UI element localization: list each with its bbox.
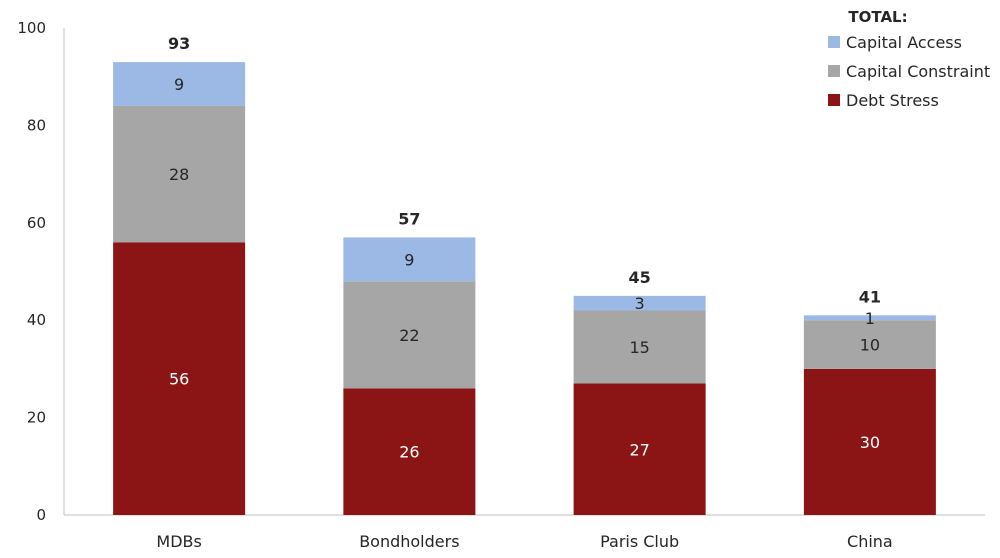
bar-segment	[803, 315, 936, 321]
bar-segment	[343, 237, 476, 282]
legend-swatch	[828, 36, 840, 48]
bar-segment	[573, 383, 706, 515]
data-label: 15	[629, 338, 649, 357]
axes: 0 20 40 60 80 100 MDBs Bondholders Paris Club Chi…	[17, 19, 985, 551]
data-label: 28	[169, 165, 189, 184]
bars: 56 28 9 93 26 22 9 57 27 15 3 45 30 10 1 41	[113, 34, 936, 515]
x-tick-label: Paris Club	[600, 532, 679, 551]
bar-segment	[113, 62, 246, 106]
total-label: 45	[628, 268, 650, 287]
legend-swatch	[828, 65, 840, 77]
data-label: 10	[860, 336, 880, 355]
y-tick-label: 0	[36, 506, 46, 524]
data-label: 9	[404, 250, 414, 269]
bar-segment	[803, 320, 936, 369]
y-tick-label: 20	[27, 409, 46, 427]
bar-segment	[343, 281, 476, 389]
data-label: 9	[174, 75, 184, 94]
legend-label: Capital Access	[846, 33, 962, 52]
data-label: 30	[860, 433, 880, 452]
legend-label: Capital Constraint	[846, 62, 990, 81]
data-label: 27	[629, 440, 649, 459]
legend-label: Debt Stress	[846, 91, 939, 110]
bar-segment	[803, 368, 936, 515]
x-tick-label: China	[847, 532, 893, 551]
data-label: 1	[865, 309, 875, 328]
data-label: 3	[635, 294, 645, 313]
x-tick-label: Bondholders	[359, 532, 459, 551]
data-label: 26	[399, 443, 419, 462]
y-tick-label: 100	[17, 19, 46, 37]
bar-segment	[573, 310, 706, 384]
legend: TOTAL: Capital Access Capital Constraint De…	[828, 8, 990, 110]
y-tick-label: 40	[27, 311, 46, 329]
bar-segment	[343, 388, 476, 515]
total-label: 93	[168, 34, 190, 53]
total-label: 41	[859, 287, 881, 306]
y-tick-label: 80	[27, 116, 46, 134]
total-label: 57	[398, 209, 420, 228]
legend-title: TOTAL:	[848, 8, 907, 26]
y-tick-label: 60	[27, 214, 46, 232]
bar-segment	[573, 295, 706, 311]
bar-segment	[113, 242, 246, 515]
data-label: 56	[169, 370, 189, 389]
legend-swatch	[828, 94, 840, 106]
bar-segment	[113, 105, 246, 243]
x-tick-label: MDBs	[156, 532, 201, 551]
data-label: 22	[399, 326, 419, 345]
